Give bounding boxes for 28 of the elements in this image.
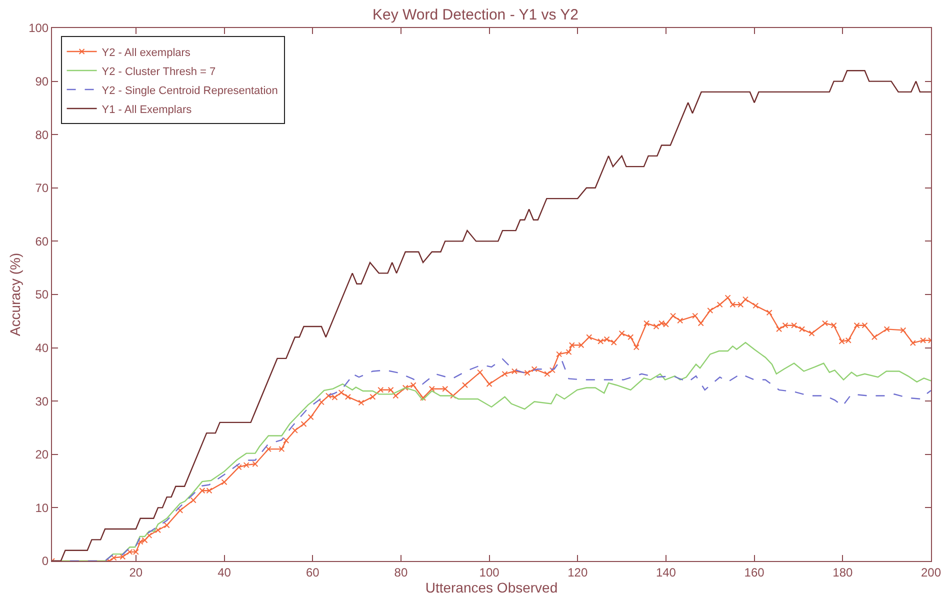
y-tick-label: 70 — [35, 181, 49, 196]
y-tick-label: 80 — [35, 128, 49, 142]
x-tick-label: 200 — [920, 565, 942, 580]
legend-label: Y2 - Single Centroid Representation — [102, 84, 278, 97]
x-tick-label: 160 — [744, 565, 765, 580]
y-tick-label: 30 — [35, 394, 49, 408]
x-tick-label: 100 — [479, 565, 500, 580]
legend-label: Y1 - All Exemplars — [102, 104, 192, 116]
x-tick-label: 120 — [568, 565, 588, 580]
y-tick-label: 50 — [35, 288, 49, 302]
x-tick-label: 20 — [129, 565, 143, 580]
y-axis-title: Accuracy (%) — [7, 252, 24, 336]
x-tick-label: 180 — [832, 565, 853, 580]
x-tick-label: 40 — [218, 565, 232, 580]
legend-label: Y2 - All exemplars — [102, 46, 191, 59]
y-tick-label: 60 — [35, 234, 49, 248]
chart-title: Key Word Detection - Y1 vs Y2 — [372, 6, 578, 24]
y-tick-label: 20 — [35, 448, 49, 462]
x-tick-label: 80 — [394, 565, 408, 580]
legend-label: Y2 - Cluster Thresh = 7 — [102, 66, 216, 78]
y-tick-label: 90 — [35, 74, 49, 88]
x-tick-label: 140 — [656, 565, 676, 580]
x-axis-title: Utterances Observed — [425, 580, 558, 596]
y-tick-label: 0 — [42, 554, 49, 568]
y-tick-label: 40 — [35, 341, 49, 355]
y-tick-label: 100 — [28, 21, 49, 36]
x-tick-label: 60 — [306, 565, 320, 580]
y-tick-label: 10 — [35, 500, 49, 515]
